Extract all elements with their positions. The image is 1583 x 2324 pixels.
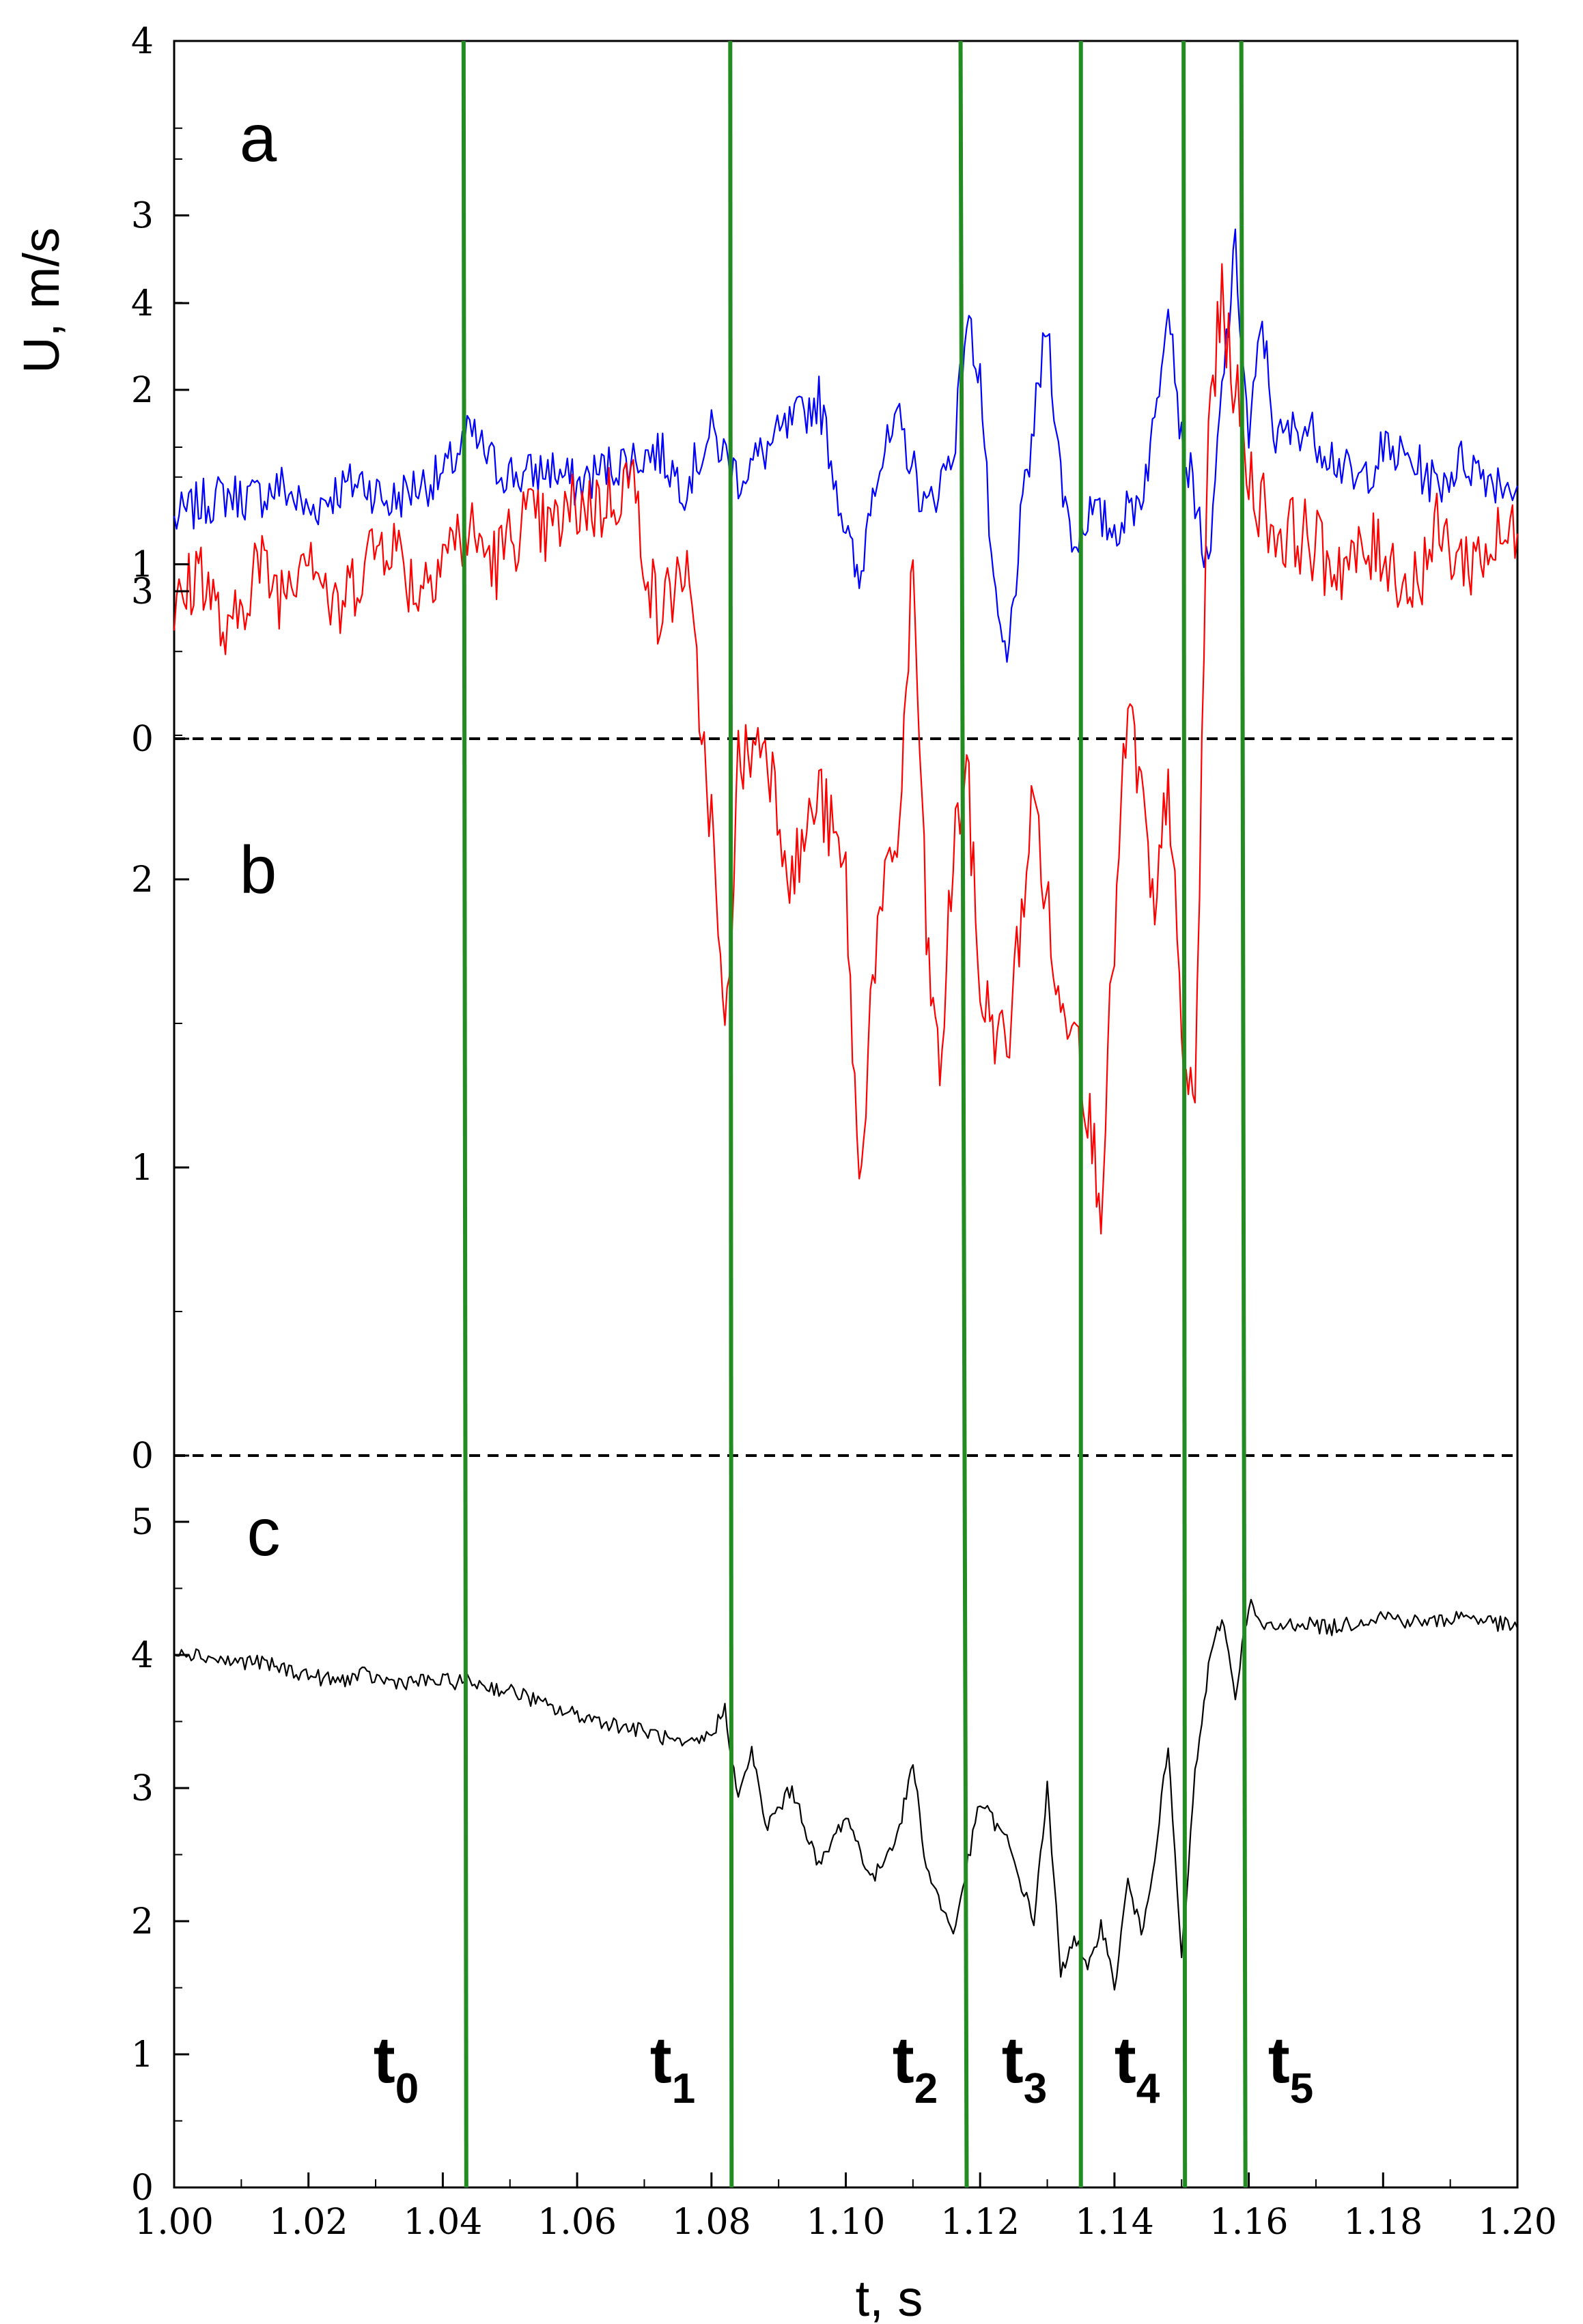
y-tick-label-b-4: 4 bbox=[131, 283, 154, 324]
marker-label-t3: t3 bbox=[1002, 2024, 1047, 2112]
y-tick-label-c-0: 0 bbox=[131, 2168, 154, 2209]
x-tick-label-1.02: 1.02 bbox=[269, 2202, 348, 2243]
marker-line-t5 bbox=[1239, 40, 1248, 2188]
y-axis-title: U, m/s bbox=[13, 227, 70, 373]
label-layer: U, m/s t, s a b c t0 t1 t2 t3 t4 t5 bbox=[13, 100, 1313, 2324]
x-tick-label-1.20: 1.20 bbox=[1478, 2202, 1557, 2243]
panel-label-c: c bbox=[247, 1494, 281, 1570]
marker-label-t1: t1 bbox=[650, 2024, 695, 2112]
y-tick-label-c-5: 5 bbox=[131, 1502, 154, 1543]
x-tick-label-1.00: 1.00 bbox=[135, 2202, 214, 2243]
y-tick-label-c-2: 2 bbox=[131, 1901, 154, 1942]
tick-layer: 0 1 2 3 4 0 1 2 3 4 0 1 2 3 4 5 1.00 1.02 1.04 1.06 1.08 1.10… bbox=[131, 21, 1557, 2243]
marker-layer bbox=[461, 40, 1248, 2188]
x-tick-label-1.18: 1.18 bbox=[1343, 2202, 1423, 2243]
marker-line-t0 bbox=[461, 40, 468, 2188]
marker-label-t2: t2 bbox=[893, 2024, 938, 2112]
y-tick-label-b-0: 0 bbox=[131, 1436, 154, 1477]
y-tick-label-a-0: 0 bbox=[131, 719, 154, 760]
y-tick-label-a-4: 4 bbox=[131, 21, 154, 62]
marker-label-t5: t5 bbox=[1268, 2024, 1313, 2112]
y-tick-label-a-2: 2 bbox=[131, 370, 154, 411]
x-tick-label-1.04: 1.04 bbox=[404, 2202, 483, 2243]
y-tick-label-c-3: 3 bbox=[131, 1768, 154, 1809]
y-tick-label-b-3: 3 bbox=[131, 571, 154, 612]
y-tick-label-b-2: 2 bbox=[131, 860, 154, 901]
x-tick-label-1.14: 1.14 bbox=[1075, 2202, 1154, 2243]
series-layer bbox=[173, 228, 1519, 1991]
y-tick-label-a-3: 3 bbox=[131, 196, 154, 237]
marker-line-t2 bbox=[958, 40, 969, 2188]
y-tick-label-a-1: 1 bbox=[131, 545, 154, 586]
x-tick-label-1.12: 1.12 bbox=[940, 2202, 1020, 2243]
marker-line-t1 bbox=[728, 40, 734, 2188]
plot-frame bbox=[173, 40, 1519, 2189]
y-tick-label-b-1: 1 bbox=[131, 1148, 154, 1189]
panel-label-b: b bbox=[240, 832, 277, 907]
y-tick-label-c-4: 4 bbox=[131, 1635, 154, 1676]
series-line-b bbox=[173, 263, 1519, 1235]
y-tick-label-c-1: 1 bbox=[131, 2035, 154, 2075]
marker-label-t0: t0 bbox=[374, 2024, 419, 2112]
x-tick-label-1.10: 1.10 bbox=[807, 2202, 886, 2243]
x-axis-title: t, s bbox=[856, 2270, 923, 2324]
x-tick-label-1.16: 1.16 bbox=[1209, 2202, 1289, 2243]
plot-frame-layer bbox=[173, 40, 1519, 2189]
x-tick-label-1.08: 1.08 bbox=[672, 2202, 751, 2243]
marker-line-t4 bbox=[1181, 40, 1188, 2188]
series-line-a bbox=[173, 228, 1519, 663]
x-tick-label-1.06: 1.06 bbox=[537, 2202, 617, 2243]
series-line-c bbox=[173, 1598, 1519, 1991]
panel-label-a: a bbox=[240, 100, 277, 175]
marker-label-t4: t4 bbox=[1115, 2024, 1160, 2112]
